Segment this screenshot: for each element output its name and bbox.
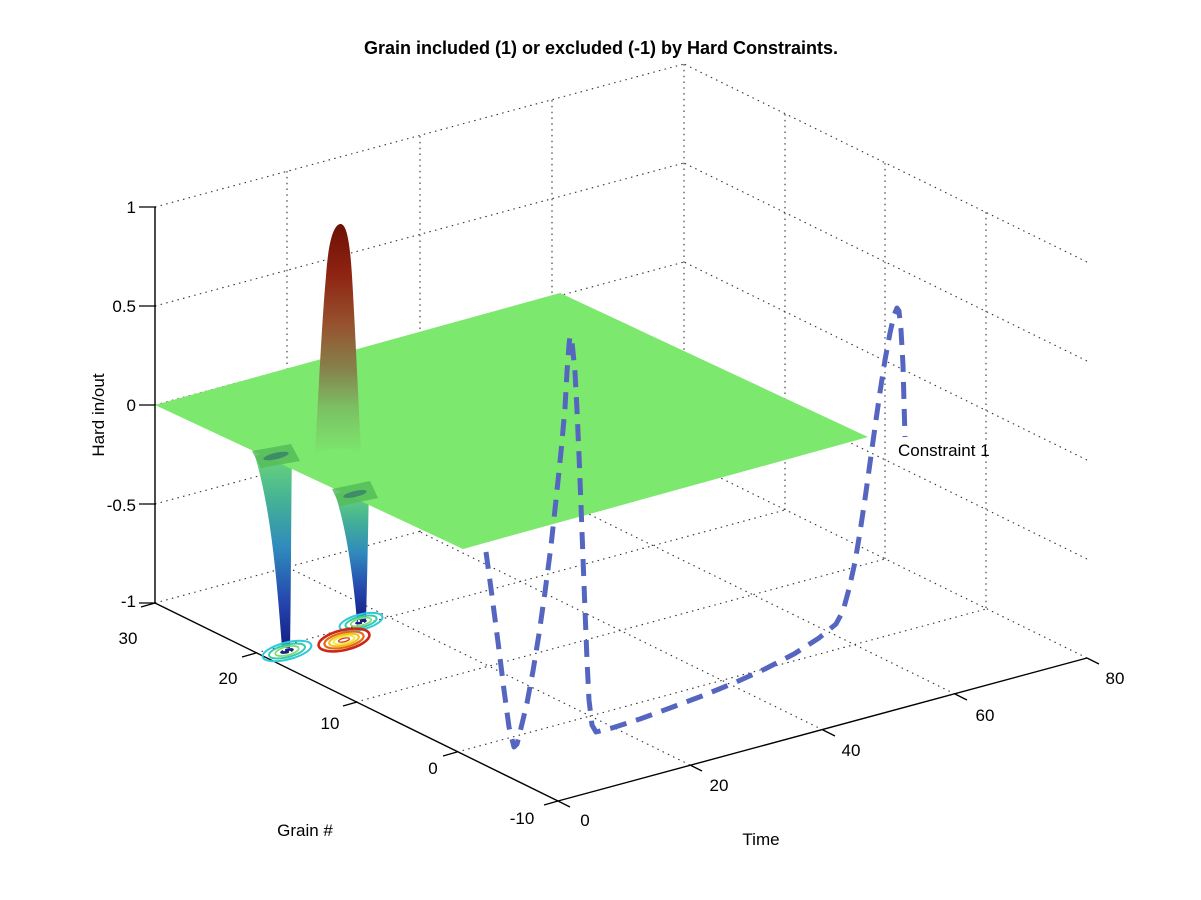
constraint-label: Constraint 1	[898, 441, 990, 460]
tick-mark	[557, 800, 571, 808]
contour-peak-ring	[328, 632, 360, 648]
tick-mark	[1086, 657, 1100, 665]
surface-hole-slit	[343, 490, 367, 498]
z-tick-label: -1	[121, 592, 136, 611]
tick-mark	[140, 602, 156, 608]
tick-mark	[442, 751, 458, 757]
grid-line	[456, 608, 987, 753]
time-tick-label: 40	[842, 741, 861, 760]
z-tick-label: 0	[127, 396, 136, 415]
contour-dot	[361, 621, 365, 625]
grain-tick-label: -10	[510, 809, 535, 828]
z-axis-label: Hard in/out	[89, 373, 108, 456]
grid-line	[255, 509, 786, 654]
grid-line	[154, 63, 685, 208]
contour-core	[280, 648, 294, 654]
tick-mark	[342, 701, 358, 707]
contour-ring	[344, 614, 378, 630]
plot-title: Grain included (1) or excluded (-1) by H…	[364, 38, 838, 58]
grain-tick-label: 30	[119, 629, 138, 648]
time-tick-label: 20	[710, 776, 729, 795]
z-tick-label: -0.5	[107, 496, 136, 515]
time-tick-label: 0	[580, 811, 589, 830]
grid-line	[551, 495, 956, 695]
well-funnel-2	[335, 485, 369, 621]
grain-tick-label: 10	[321, 714, 340, 733]
grain-tick-label: 0	[428, 759, 437, 778]
contour-dot	[288, 650, 292, 654]
contour-peak-ring	[337, 637, 351, 643]
contour-dot	[282, 648, 286, 652]
well-funnel-1	[255, 447, 292, 648]
grid-line	[286, 566, 691, 766]
peak-spike	[315, 223, 361, 453]
constraint-dashed-line	[483, 305, 908, 750]
contour-ring	[261, 639, 313, 663]
grain-tick-label: 20	[219, 669, 238, 688]
contour-core	[355, 619, 367, 625]
time-axis-line	[557, 657, 1088, 802]
z-tick-label: 0.5	[112, 297, 136, 316]
tick-mark	[543, 800, 559, 806]
contour-ring	[349, 616, 373, 628]
tick-mark	[954, 693, 968, 701]
grid-line	[154, 162, 685, 307]
surface-plane	[155, 293, 868, 549]
contour-ring	[274, 645, 300, 657]
contour-ring	[267, 642, 307, 660]
time-tick-label: 80	[1106, 669, 1125, 688]
grid-line	[419, 531, 824, 731]
time-tick-label: 60	[976, 706, 995, 725]
time-axis-label: Time	[742, 830, 779, 849]
z-tick-label: 1	[127, 198, 136, 217]
tick-mark	[822, 729, 836, 737]
surface-hole-slit	[263, 451, 289, 461]
grain-axis-label: Grain #	[277, 821, 333, 840]
grid-line	[355, 558, 886, 703]
tick-mark	[689, 764, 703, 772]
contour-dot	[357, 619, 361, 623]
tick-mark	[241, 652, 257, 658]
grid-line	[683, 63, 1088, 263]
contour-peak-ring	[317, 627, 371, 653]
contour-peak-ring	[323, 630, 365, 650]
